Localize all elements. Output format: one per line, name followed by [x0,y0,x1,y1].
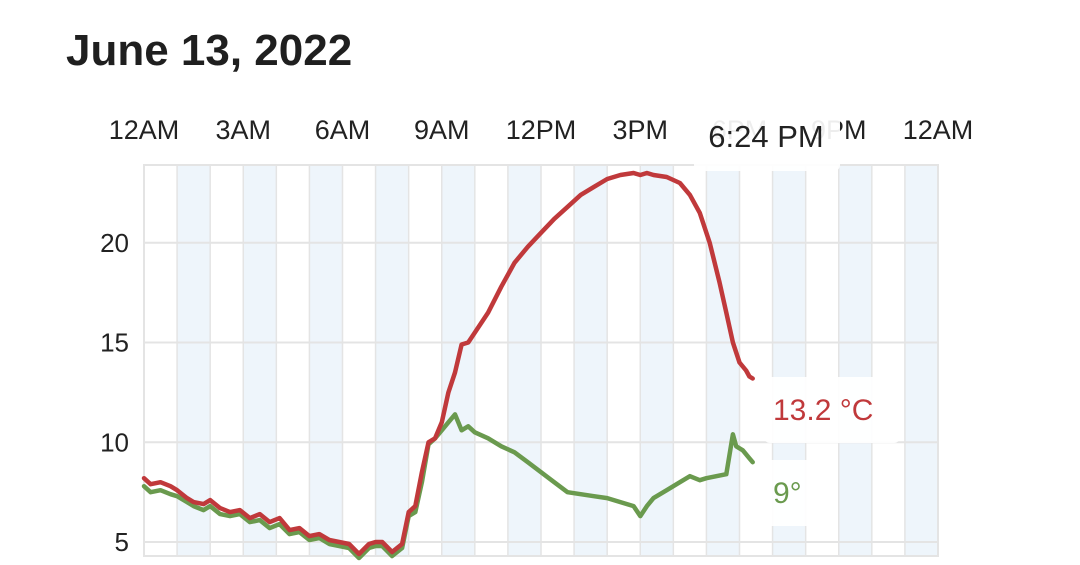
hour-stripe [375,165,409,556]
x-tick-label: 12PM [506,115,577,145]
temperature-readout-background [764,377,900,443]
series-lines [141,170,755,561]
hour-stripe [904,165,938,556]
x-tick-label: 12AM [903,115,974,145]
temperature-readout: 13.2 °C [773,394,873,427]
cursor-time-label: 6:24 PM [708,119,823,154]
hour-stripes [177,165,938,556]
hour-stripe [309,165,343,556]
chart-date-title: June 13, 2022 [66,26,353,75]
y-tick-label: 5 [115,527,129,557]
x-tick-label: 6AM [315,115,371,145]
hour-stripe [574,165,608,556]
y-tick-label: 10 [100,427,129,457]
hour-stripe [243,165,277,556]
cursor-time-background [694,115,840,171]
series-readouts: 13.2 °C 9° [764,377,900,526]
hour-stripe [177,165,211,556]
dewpoint-readout-background [764,460,814,526]
x-tick-label: 12AM [109,115,180,145]
y-axis-ticks: 5 10 15 20 [100,228,129,557]
x-tick-label: 3AM [215,115,271,145]
hour-stripe [838,165,872,556]
y-tick-label: 20 [100,228,129,258]
plot-frame [143,164,939,557]
cursor-time-tooltip: 6:24 PM [694,115,840,171]
y-tick-label: 15 [100,328,129,358]
temperature-line[interactable] [141,170,755,557]
hour-stripe [507,165,541,556]
hour-stripe [706,165,740,556]
dewpoint-readout: 9° [773,477,802,510]
x-axis-ticks: 12AM3AM6AM9AM12PM3PM6PM9PM12AM [109,115,974,145]
x-tick-label: 9AM [414,115,470,145]
x-tick-label: 3PM [612,115,668,145]
